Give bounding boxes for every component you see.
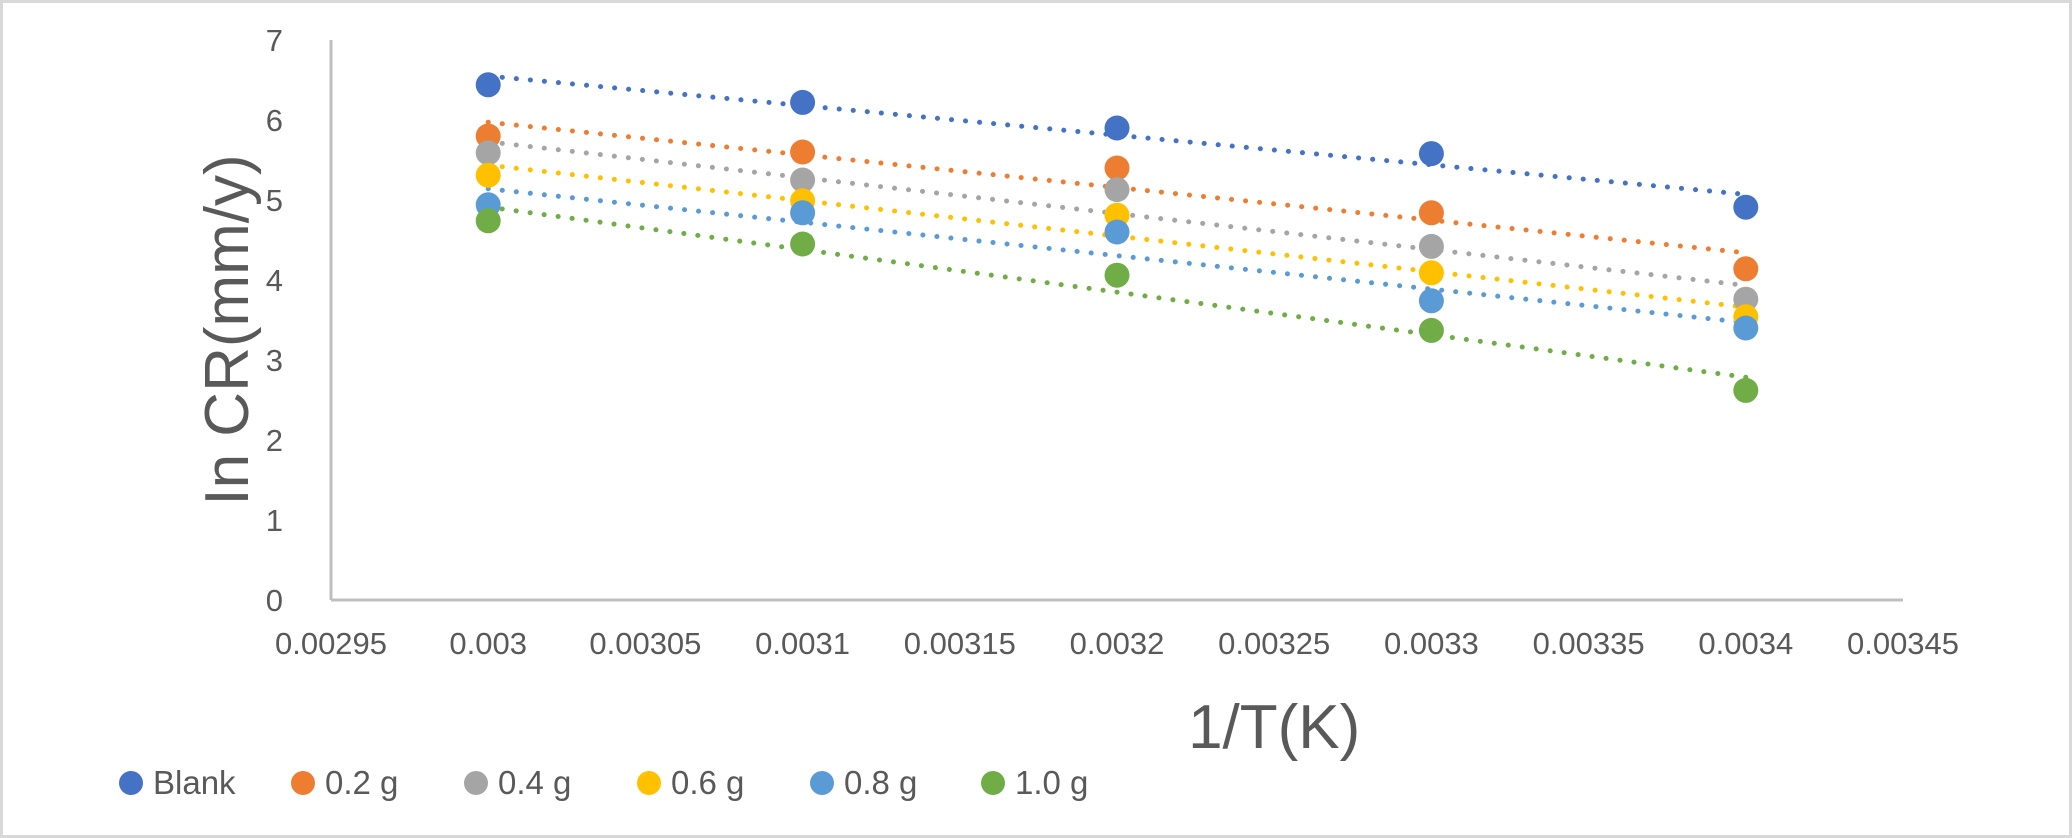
trendline-0-8-g <box>485 186 1749 326</box>
legend-marker-icon <box>291 771 315 795</box>
data-point-0-2-g <box>1104 155 1130 181</box>
data-point-0-4-g <box>475 140 501 166</box>
data-points <box>475 72 1759 403</box>
data-point-0-6-g <box>475 162 501 188</box>
x-tick-label: 0.00325 <box>1218 626 1330 661</box>
x-tick-label: 0.00335 <box>1533 626 1645 661</box>
y-tick-labels: 0 1 2 3 4 5 6 7 <box>266 23 283 618</box>
y-tick-label: 7 <box>266 23 283 58</box>
data-point-0-4-g <box>790 167 816 193</box>
data-point-0-2-g <box>1418 200 1444 226</box>
x-tick-label: 0.00345 <box>1847 626 1959 661</box>
data-point-0-4-g <box>1418 233 1444 259</box>
data-point-0-8-g <box>1733 315 1759 341</box>
legend-item-blank: Blank <box>119 764 236 801</box>
x-tick-label: 0.003 <box>449 626 527 661</box>
data-point-blank <box>1418 141 1444 167</box>
data-point-0-4-g <box>1104 177 1130 203</box>
trendline-1-0-g <box>485 204 1749 380</box>
y-tick-label: 2 <box>266 423 283 458</box>
x-tick-label: 0.0031 <box>755 626 850 661</box>
legend-item-0-6-g: 0.6 g <box>637 764 744 801</box>
data-point-0-8-g <box>790 200 816 226</box>
data-point-blank <box>1733 194 1759 220</box>
legend-label: 0.6 g <box>671 764 744 801</box>
legend-label: Blank <box>153 764 236 801</box>
x-tick-label: 0.00295 <box>275 626 387 661</box>
legend-item-1-0-g: 1.0 g <box>981 764 1088 801</box>
x-tick-label: 0.00315 <box>904 626 1016 661</box>
y-tick-label: 5 <box>266 183 283 218</box>
y-tick-label: 0 <box>266 583 283 618</box>
data-point-0-2-g <box>790 139 816 165</box>
legend-marker-icon <box>810 771 834 795</box>
legend-marker-icon <box>464 771 488 795</box>
data-point-1-0-g <box>1418 317 1444 343</box>
data-point-blank <box>790 89 816 115</box>
legend-marker-icon <box>637 771 661 795</box>
data-point-0-8-g <box>1418 288 1444 314</box>
data-point-0-6-g <box>1418 260 1444 286</box>
y-tick-label: 4 <box>266 263 283 298</box>
x-tick-label: 0.00305 <box>589 626 701 661</box>
y-tick-label: 3 <box>266 343 283 378</box>
legend-label: 1.0 g <box>1015 764 1088 801</box>
data-point-1-0-g <box>475 208 501 234</box>
legend: Blank 0.2 g 0.4 g 0.6 g 0.8 g 1.0 g <box>119 764 1088 801</box>
y-tick-label: 6 <box>266 103 283 138</box>
x-tick-label: 0.0032 <box>1070 626 1165 661</box>
x-tick-label: 0.0033 <box>1384 626 1479 661</box>
legend-marker-icon <box>981 771 1005 795</box>
data-point-blank <box>475 72 501 98</box>
y-tick-label: 1 <box>266 503 283 538</box>
data-point-0-8-g <box>1104 219 1130 245</box>
legend-item-0-2-g: 0.2 g <box>291 764 398 801</box>
data-point-0-4-g <box>1733 286 1759 312</box>
legend-item-0-8-g: 0.8 g <box>810 764 917 801</box>
data-point-1-0-g <box>1104 262 1130 288</box>
data-point-1-0-g <box>1733 377 1759 403</box>
trendline-blank <box>485 73 1749 197</box>
legend-label: 0.2 g <box>325 764 398 801</box>
data-point-blank <box>1104 115 1130 141</box>
axes <box>329 40 1903 602</box>
x-tick-label: 0.0034 <box>1698 626 1793 661</box>
legend-label: 0.8 g <box>844 764 917 801</box>
legend-label: 0.4 g <box>498 764 571 801</box>
data-point-0-2-g <box>1733 256 1759 282</box>
y-axis-title: In CR(mm/y) <box>193 154 262 505</box>
legend-item-0-4-g: 0.4 g <box>464 764 571 801</box>
data-point-1-0-g <box>790 231 816 257</box>
legend-marker-icon <box>119 771 143 795</box>
x-axis-title: 1/T(K) <box>1188 693 1360 762</box>
x-tick-labels: 0.00295 0.003 0.00305 0.0031 0.00315 0.0032 0.… <box>275 626 1959 661</box>
